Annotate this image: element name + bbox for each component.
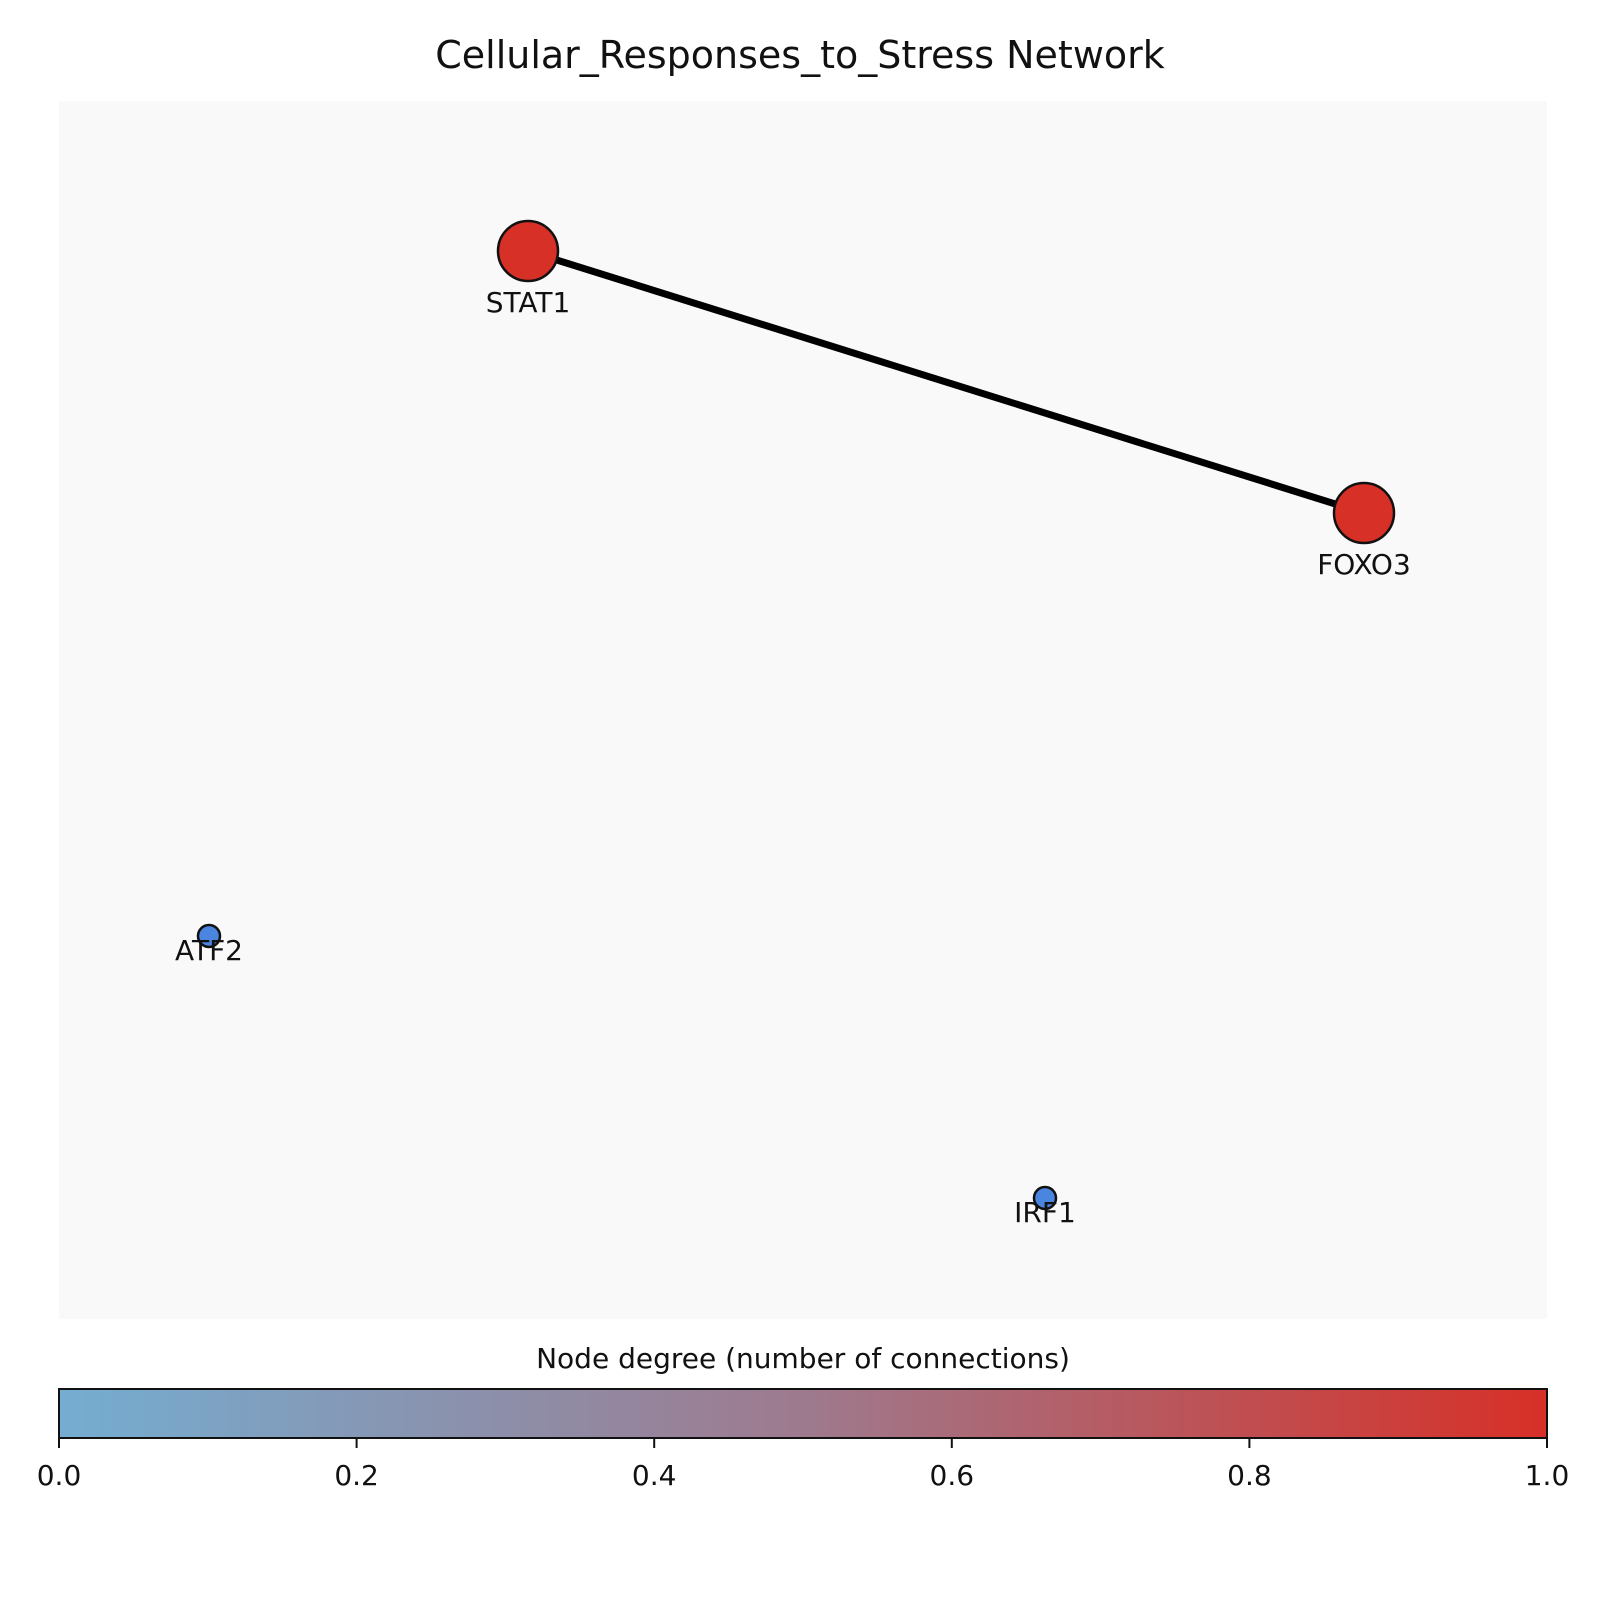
colorbar-ticks: 0.0 0.2 0.4 0.6 0.8 1.0 [37, 1438, 1570, 1492]
node-foxo3[interactable] [1332, 481, 1396, 545]
node-label-foxo3: FOXO3 [1317, 548, 1411, 581]
colorbar [58, 1388, 1548, 1439]
node-label-stat1: STAT1 [486, 286, 571, 319]
colorbar-tick-label: 0.8 [1227, 1459, 1272, 1492]
edges-layer [526, 247, 1366, 517]
colorbar-tick-label: 0.2 [334, 1459, 379, 1492]
colorbar-tick-label: 0.0 [37, 1459, 82, 1492]
node-labels-layer: STAT1 FOXO3 ATF2 IRF1 [175, 286, 1411, 1229]
chart-title: Cellular_Responses_to_Stress Network [435, 33, 1165, 77]
colorbar-tick-label: 0.6 [930, 1459, 975, 1492]
plot-area [59, 101, 1547, 1319]
node-label-irf1: IRF1 [1014, 1196, 1076, 1229]
colorbar-tick-label: 1.0 [1525, 1459, 1570, 1492]
node-label-atf2: ATF2 [175, 934, 243, 967]
nodes-layer [196, 219, 1396, 1211]
node-irf1[interactable] [1032, 1185, 1058, 1211]
node-atf2[interactable] [196, 923, 222, 949]
node-stat1[interactable] [496, 219, 560, 283]
colorbar-label: Node degree (number of connections) [536, 1342, 1070, 1375]
edge-stat1-foxo3 [526, 247, 1366, 517]
colorbar-tick-label: 0.4 [632, 1459, 677, 1492]
